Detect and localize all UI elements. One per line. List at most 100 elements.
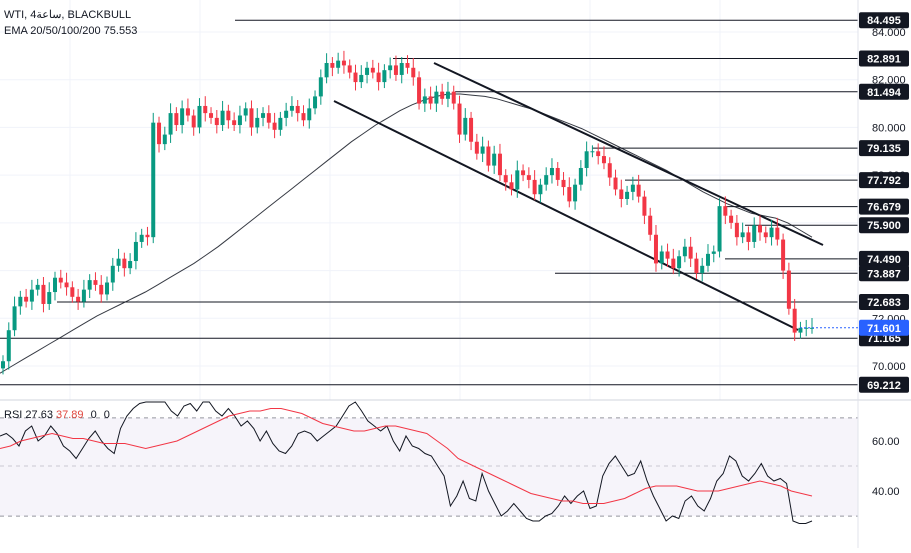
candle-20 xyxy=(116,248,121,272)
candle-body-60 xyxy=(347,65,352,73)
candle-60 xyxy=(347,59,352,79)
candle-body-49 xyxy=(284,110,289,118)
candle-115 xyxy=(665,243,670,267)
candle-body-113 xyxy=(653,234,658,264)
candle-body-71 xyxy=(411,67,416,78)
candle-body-12 xyxy=(70,287,75,297)
candle-111 xyxy=(642,190,647,225)
candle-82 xyxy=(474,133,479,160)
rsi-ma-value: 37.89 xyxy=(56,409,84,421)
candle-58 xyxy=(336,52,341,74)
candle-48 xyxy=(278,111,283,136)
candle-134 xyxy=(775,217,780,246)
candle-body-36 xyxy=(209,113,214,118)
candle-body-59 xyxy=(341,60,346,66)
candle-body-79 xyxy=(457,103,462,135)
level-badge-5 xyxy=(859,198,909,215)
candle-18 xyxy=(105,276,110,301)
candle-body-39 xyxy=(226,110,231,121)
rsi-panel xyxy=(0,401,813,524)
candle-95 xyxy=(549,158,554,184)
candle-body-68 xyxy=(393,65,398,75)
candle-16 xyxy=(93,272,98,291)
level-badge-2 xyxy=(859,83,909,100)
level-label-9: 72.683 xyxy=(867,297,901,309)
candle-13 xyxy=(76,288,81,310)
candle-79 xyxy=(457,95,462,143)
candle-body-35 xyxy=(203,105,208,114)
candle-body-14 xyxy=(81,289,86,302)
candle-80 xyxy=(463,108,468,141)
candle-body-8 xyxy=(47,292,52,304)
symbol-title[interactable]: WTI, 4ساعة, BLACKBULL xyxy=(4,9,132,21)
candle-body-126 xyxy=(729,215,734,223)
candle-body-104 xyxy=(601,156,606,164)
candle-132 xyxy=(763,226,768,244)
candle-32 xyxy=(185,98,190,122)
candle-9 xyxy=(53,271,58,301)
level-label-8: 73.887 xyxy=(867,268,901,280)
level-badge-7 xyxy=(859,250,909,267)
rsi-extra-2: 0 xyxy=(103,409,110,421)
candle-103 xyxy=(596,143,601,165)
candle-7 xyxy=(41,277,46,313)
candle-body-44 xyxy=(255,117,260,128)
candle-19 xyxy=(110,257,115,291)
candle-8 xyxy=(47,282,52,310)
candle-70 xyxy=(405,55,410,74)
candle-93 xyxy=(538,178,543,203)
candle-body-10 xyxy=(58,277,63,283)
candle-body-55 xyxy=(318,77,323,97)
candle-131 xyxy=(757,215,762,241)
candle-136 xyxy=(786,262,791,315)
candle-130 xyxy=(752,217,757,248)
candle-body-28 xyxy=(162,134,167,145)
candle-body-11 xyxy=(64,282,69,288)
candle-body-95 xyxy=(549,167,554,176)
candle-body-111 xyxy=(642,196,647,216)
candle-53 xyxy=(307,98,312,129)
candle-117 xyxy=(677,250,682,277)
candle-body-92 xyxy=(532,179,537,195)
candle-55 xyxy=(318,69,323,105)
rsi-title: RSI xyxy=(4,409,23,421)
candle-33 xyxy=(191,109,196,136)
candle-body-138 xyxy=(798,327,803,333)
candle-68 xyxy=(393,55,398,81)
candle-91 xyxy=(526,167,531,189)
level-label-10: 71.165 xyxy=(867,333,901,345)
candle-body-0 xyxy=(1,361,5,369)
level-badge-1 xyxy=(859,50,909,67)
candle-body-51 xyxy=(295,105,300,114)
candle-127 xyxy=(734,214,739,246)
rsi-legend[interactable]: RSI 27.63 37.89 0 0 xyxy=(4,409,110,421)
candle-120 xyxy=(694,252,699,279)
candle-body-105 xyxy=(607,163,612,178)
candle-body-77 xyxy=(445,91,450,99)
candle-73 xyxy=(422,88,427,112)
candle-137 xyxy=(792,298,797,341)
candle-body-124 xyxy=(717,206,722,252)
candle-body-61 xyxy=(353,72,358,83)
candle-body-21 xyxy=(122,258,127,269)
candle-body-20 xyxy=(116,258,121,266)
candle-105 xyxy=(607,157,612,186)
candle-body-70 xyxy=(405,63,410,68)
candle-85 xyxy=(492,145,497,174)
candle-body-89 xyxy=(515,170,520,190)
level-badge-3 xyxy=(859,140,909,157)
candle-body-108 xyxy=(625,191,630,199)
candle-body-37 xyxy=(214,117,219,126)
rsi-band xyxy=(0,418,858,516)
candle-78 xyxy=(451,85,456,110)
candle-14 xyxy=(81,279,86,308)
candle-body-83 xyxy=(480,146,485,154)
candle-body-58 xyxy=(336,60,341,68)
candle-body-45 xyxy=(261,113,266,118)
candle-54 xyxy=(313,90,318,115)
candle-99 xyxy=(573,178,578,210)
candle-body-5 xyxy=(29,289,34,302)
ema-legend[interactable]: EMA 20/50/100/200 75.553 xyxy=(4,25,138,37)
ema-line xyxy=(0,93,813,374)
